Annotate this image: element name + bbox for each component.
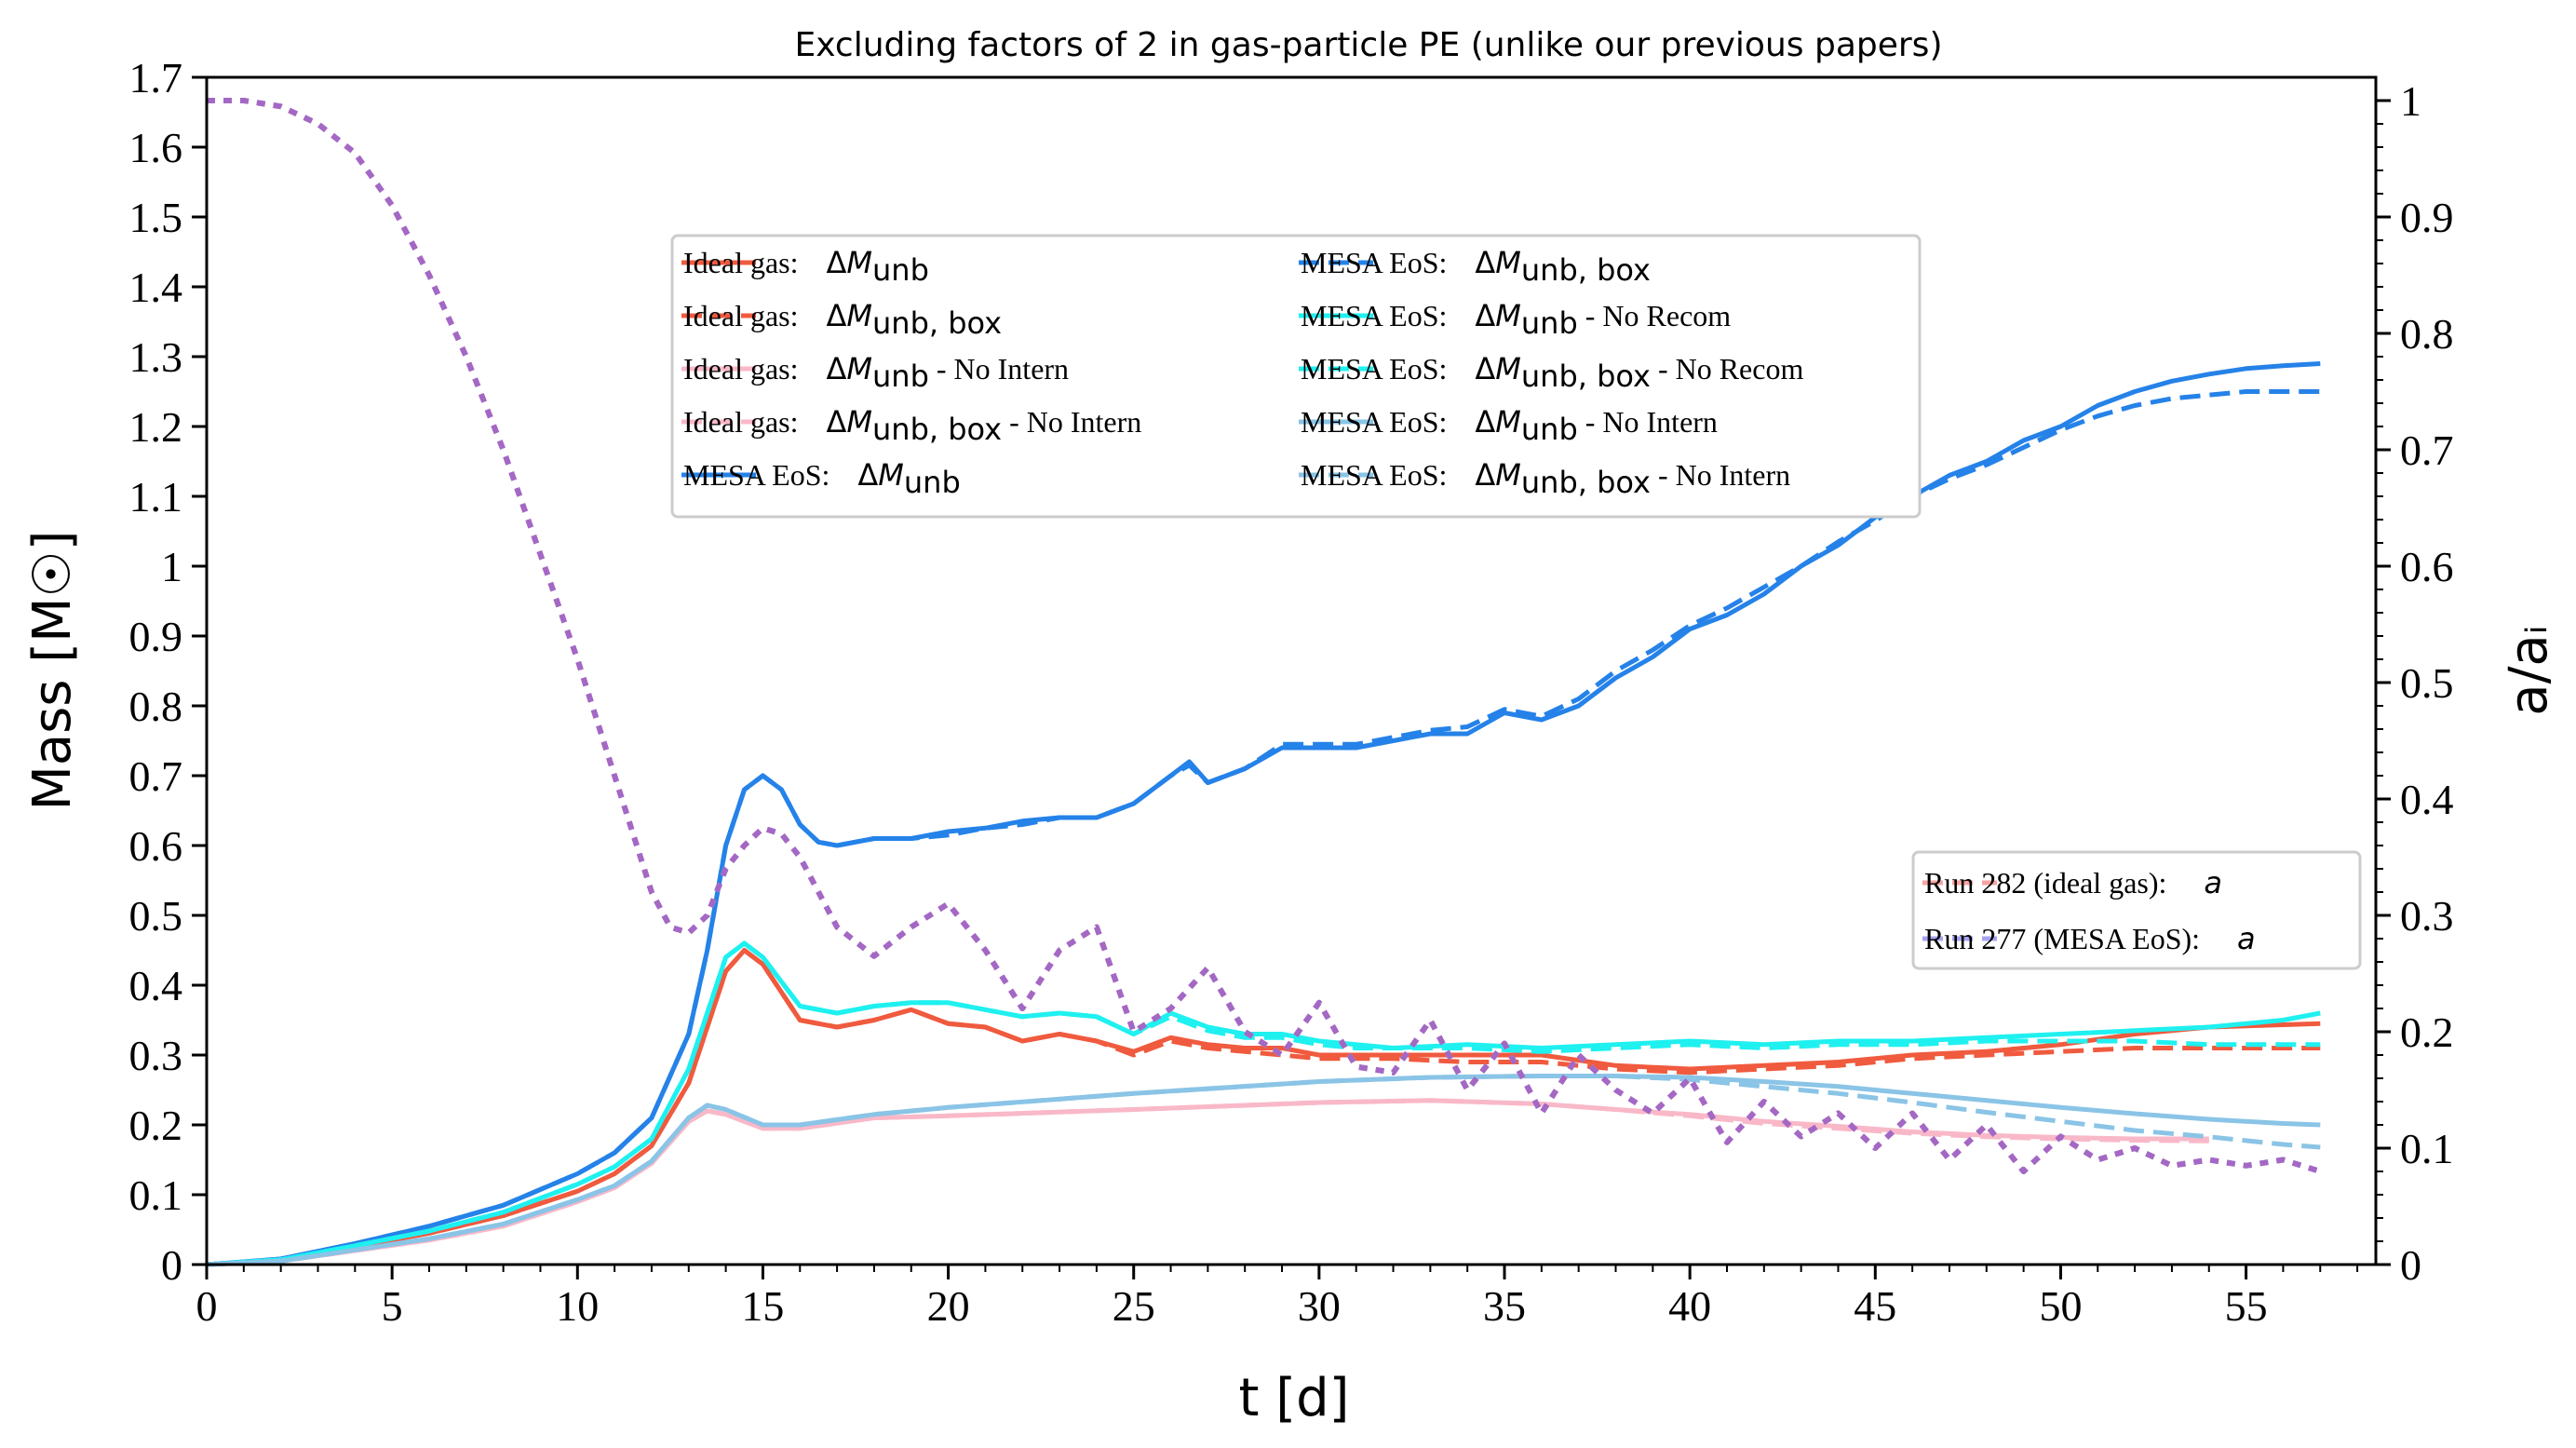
x-axis-ticks: 0 5 10 15 20 25 30 35 40 45 50 55 [196,1265,2359,1330]
y-tick-label: 0.7 [129,752,183,800]
y2-tick-label: 0.4 [2400,776,2454,823]
chart-title: Excluding factors of 2 in gas-particle P… [795,26,1943,64]
series-line-mesa_norecom_box [206,941,2321,1267]
y-axis-label: Mass [M☉] [22,531,83,811]
legend-entry-label: Ideal gas: ΔMunb [683,245,929,288]
x-axis-title: t [d] [1239,1368,1350,1428]
y-tick-label: 0.3 [129,1032,183,1079]
legend-entry-label: MESA EoS: ΔMunb - No Recom [1301,298,1731,341]
legend-separation-box [1911,850,2362,970]
y-tick-label: 0.5 [129,892,183,940]
legend-entry-label: Ideal gas: ΔMunb - No Intern [683,351,1069,394]
y2-axis-label: a/aᵢ [2499,625,2559,716]
x-tick-label: 25 [1113,1282,1155,1330]
series-layer [206,98,2322,1267]
series-line-ideal_box [206,948,2321,1267]
y2-axis-ticks: 0 0.1 0.2 0.3 0.4 0.5 0.6 0.7 0.8 0.9 1 [2376,77,2454,1289]
x-tick-label: 50 [2039,1282,2082,1330]
y-tick-label: 1.1 [129,473,183,521]
y2-tick-label: 0.3 [2400,892,2454,940]
series-line-ideal_noint [206,1098,2209,1267]
y-tick-label: 0.2 [129,1102,183,1149]
legend-entry-label: Ideal gas: ΔMunb, box - No Intern [683,404,1141,447]
y-tick-label: 1.6 [129,124,183,171]
y-tick-label: 0.1 [129,1171,183,1219]
legend-entry-label: Run 282 (ideal gas): a [1924,865,2222,900]
series-line-mesa_noint_box [206,1074,2321,1267]
x-tick-label: 35 [1483,1282,1526,1330]
legend-entry-label: MESA EoS: ΔMunb - No Intern [1301,404,1718,447]
y-tick-label: 0.4 [129,962,183,1009]
x-tick-label: 0 [196,1282,218,1330]
y2-tick-label: 0.9 [2400,194,2454,241]
y-axis-title: Mass [M☉] [22,531,83,811]
legend-entry-label: Ideal gas: ΔMunb, box [683,298,1002,341]
legend-entry-label: MESA EoS: ΔMunb, box - No Intern [1301,457,1790,500]
legend-entry-label: Run 277 (MESA EoS): a [1924,921,2256,956]
x-tick-label: 10 [556,1282,599,1330]
y2-axis-title: a/aᵢ [2499,625,2559,716]
legend-main-box [670,234,1922,519]
y2-tick-label: 0.6 [2400,543,2454,590]
series-line-overlay_a [207,98,2322,1174]
x-tick-label: 15 [741,1282,784,1330]
y2-tick-label: 0.7 [2400,426,2454,474]
x-tick-label: 55 [2225,1282,2268,1330]
y-tick-label: 1.3 [129,333,183,381]
y2-tick-label: 0.8 [2400,310,2454,358]
y-tick-label: 0.8 [129,683,183,730]
y-tick-label: 0.9 [129,613,183,660]
series-line-mesa_box [206,389,2321,1267]
x-tick-label: 30 [1298,1282,1341,1330]
legend-separation: Run 282 (ideal gas): a Run 277 (MESA EoS):… [1911,850,2362,970]
y2-tick-label: 0.5 [2400,659,2454,707]
y-tick-label: 1.4 [129,264,183,311]
y-tick-label: 1 [161,543,182,590]
y-tick-label: 0.6 [129,822,183,870]
plot-frame [205,75,2378,1266]
x-tick-label: 45 [1854,1282,1896,1330]
x-tick-label: 5 [382,1282,403,1330]
legend-entry-label: MESA EoS: ΔMunb [683,457,961,500]
y-tick-label: 1.7 [129,54,183,101]
y-tick-label: 1.2 [129,403,183,451]
y2-tick-label: 0 [2400,1241,2421,1289]
y-axis-ticks: 0 0.1 0.2 0.3 0.4 0.5 0.6 0.7 0.8 0.9 1 1.1 1.2 1.3 1.… [129,54,207,1289]
y2-tick-label: 1 [2400,77,2421,125]
legend-main: Ideal gas: ΔMunb Ideal gas: ΔMunb, box Ideal… [670,234,1922,519]
series-line-ideal_noint_box [206,1098,2209,1267]
y-tick-label: 1.5 [129,194,183,241]
x-tick-label: 40 [1668,1282,1711,1330]
x-axis-label: t [d] [1239,1368,1350,1428]
y2-tick-label: 0.1 [2400,1125,2454,1172]
y2-tick-label: 0.2 [2400,1008,2454,1056]
legend-entry-label: MESA EoS: ΔMunb, box - No Recom [1301,351,1803,394]
y-tick-label: 0 [161,1241,182,1289]
x-tick-label: 20 [927,1282,970,1330]
legend-entry-label: MESA EoS: ΔMunb, box [1301,245,1651,288]
